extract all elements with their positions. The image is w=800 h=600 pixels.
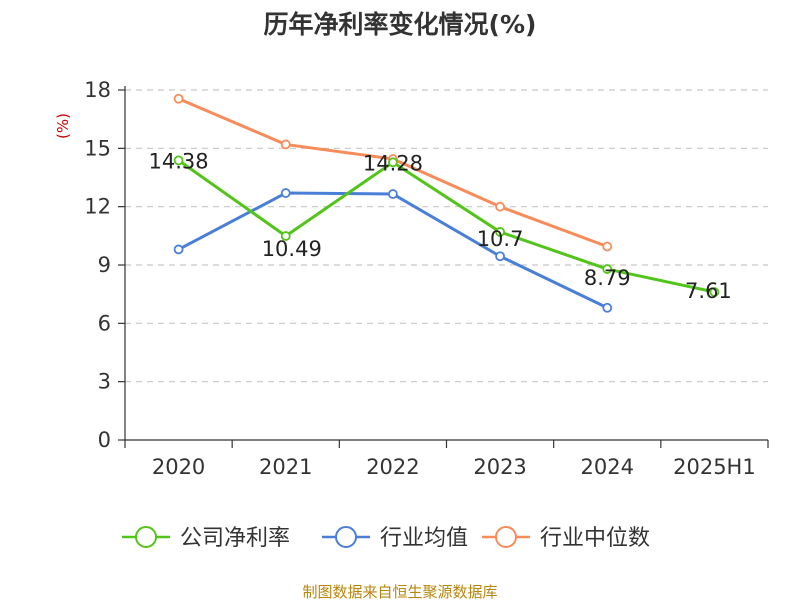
y-tick-label: 3 [98, 370, 111, 394]
x-tick-label: 2021 [259, 455, 312, 479]
data-point [602, 241, 613, 252]
data-source-note: 制图数据来自恒生聚源数据库 [302, 583, 497, 600]
data-point [495, 251, 505, 262]
x-tick-label: 2023 [473, 455, 526, 479]
gridlines [125, 89, 768, 383]
legend-item-0[interactable]: 公司净利率 [122, 526, 290, 551]
data-point [280, 231, 291, 241]
legend-label: 行业中位数 [540, 526, 650, 551]
data-point [495, 227, 505, 237]
data-point [280, 139, 291, 150]
data-point [602, 264, 613, 274]
data-labels: 14.38 10.49 14.28 10.7 8.79 7.61 [149, 149, 732, 303]
legend-marker [495, 526, 517, 548]
data-point [280, 188, 291, 198]
data-label: 14.28 [363, 151, 423, 175]
y-axis-unit-label: (%) [54, 113, 72, 139]
y-tick-label: 9 [98, 253, 111, 277]
legend-item-2[interactable]: 行业中位数 [482, 526, 650, 551]
data-label: 8.79 [584, 266, 631, 290]
data-label: 10.49 [262, 237, 322, 261]
legend-marker [335, 526, 357, 548]
data-point [709, 287, 720, 297]
data-label: 10.7 [477, 227, 524, 251]
x-tick-label: 2022 [366, 455, 419, 479]
y-tick-label: 18 [84, 78, 111, 102]
data-point [173, 244, 184, 255]
data-label: 7.61 [685, 279, 732, 303]
legend-label: 公司净利率 [180, 526, 290, 551]
x-tick-label: 2024 [581, 455, 634, 479]
data-label: 14.38 [149, 149, 209, 173]
axes: 0 3 6 9 12 15 18 2020 2021 2022 2023 2024 2025H1 [84, 78, 769, 479]
data-point [388, 157, 398, 168]
legend-item-1[interactable]: 行业均值 [322, 526, 468, 551]
y-tick-label: 15 [84, 136, 111, 160]
data-point [388, 189, 398, 199]
data-point [602, 302, 613, 313]
x-tick-label: 2020 [152, 455, 205, 479]
data-point [173, 93, 184, 104]
y-tick-label: 6 [98, 311, 111, 335]
data-point [173, 155, 184, 166]
y-tick-label: 0 [98, 428, 111, 452]
legend: 公司净利率 行业均值 行业中位数 [122, 526, 650, 551]
chart-title: 历年净利率变化情况(%) [264, 10, 537, 39]
series-group [173, 93, 720, 313]
series-line-0 [177, 159, 715, 294]
legend-label: 行业均值 [380, 526, 468, 551]
legend-marker [135, 526, 157, 548]
series-line-1 [177, 191, 608, 310]
data-point [495, 201, 505, 212]
y-tick-label: 12 [84, 195, 111, 219]
x-tick-label: 2025H1 [673, 455, 756, 479]
